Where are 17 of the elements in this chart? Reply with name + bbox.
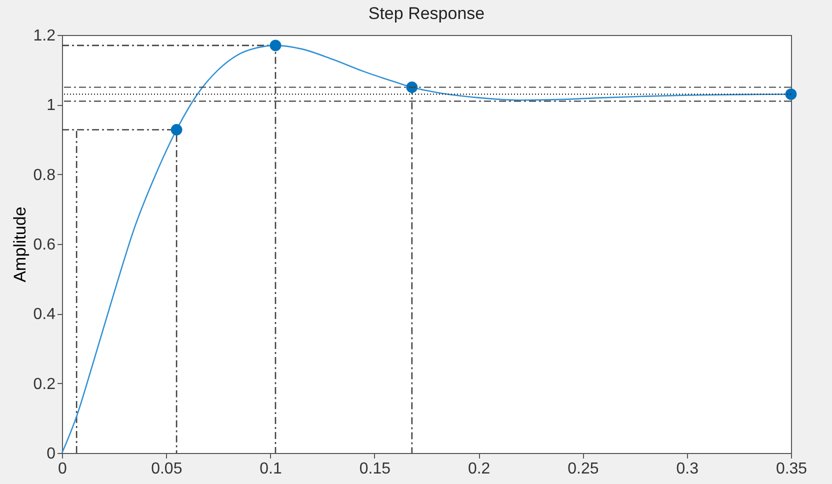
y-tick-label: 1 [46, 97, 56, 114]
x-tick-label: 0 [58, 460, 68, 478]
y-tick-label: 0.8 [33, 166, 56, 184]
chart-title: Step Response [368, 4, 485, 23]
y-tick-label: 0.2 [33, 376, 56, 393]
y-tick-label: 0 [46, 446, 56, 462]
y-tick-label: 0.6 [33, 236, 56, 254]
y-tick-label: 0.4 [33, 306, 56, 324]
y-tick-label: 1.2 [33, 28, 56, 44]
y-axis-title: Amplitude [10, 206, 30, 282]
x-tick-label: 0.25 [568, 460, 599, 478]
x-tick-label: 0.1 [260, 460, 282, 478]
x-tick-label: 0.3 [676, 460, 699, 478]
x-tick-label: 0.15 [359, 460, 391, 478]
x-tick-label: 0.2 [468, 460, 490, 478]
x-tick-label: 0.35 [776, 460, 808, 478]
x-tick-label: 0.05 [151, 460, 182, 478]
